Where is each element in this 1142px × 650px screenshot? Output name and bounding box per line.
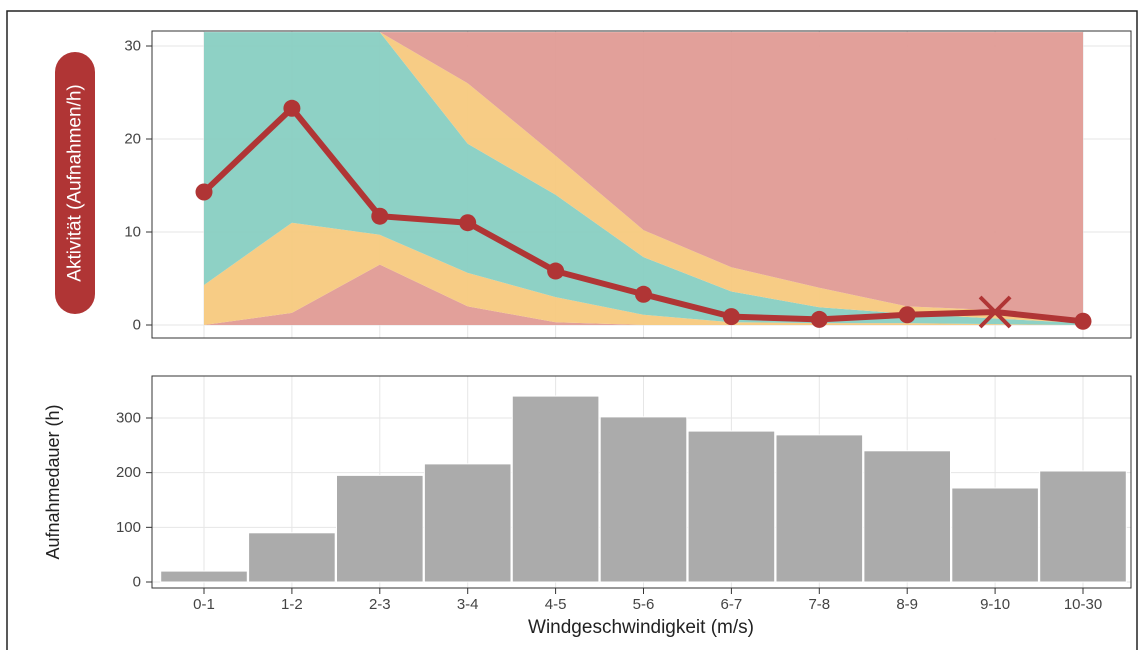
- activity-band-4: [204, 32, 1083, 323]
- duration-y-tick-label: 0: [133, 574, 141, 591]
- duration-x-tick-label: 3-4: [457, 596, 479, 613]
- duration-x-tick-label: 5-6: [633, 596, 655, 613]
- activity-band-1: [204, 222, 1083, 325]
- duration-x-tick-label: 6-7: [721, 596, 743, 613]
- activity-y-label-text: Aktivität (Aufnahmen/h): [65, 84, 86, 281]
- activity-band-0: [204, 264, 1083, 325]
- duration-bar-10-30: [1039, 470, 1127, 583]
- activity-y-tick-label: 20: [124, 131, 141, 148]
- duration-bar-9-10: [951, 487, 1039, 583]
- activity-point-6-7: [722, 308, 740, 326]
- activity-y-ticks: 0 10 20 30: [124, 38, 152, 334]
- duration-bar-7-8: [775, 434, 864, 583]
- activity-point-0-1: [195, 183, 213, 201]
- activity-panel: 0 10 20 30 Aktivität (Aufnahmen/h): [55, 30, 1132, 339]
- duration-y-tick-label: 200: [116, 464, 141, 481]
- duration-bar-2-3: [336, 474, 424, 583]
- duration-bar-1-2: [248, 532, 336, 583]
- duration-y-tick-label: 100: [116, 519, 141, 536]
- duration-x-tick-label: 4-5: [545, 596, 567, 613]
- activity-bands: [204, 32, 1083, 325]
- activity-point-5-6: [635, 285, 652, 303]
- duration-x-tick-label: 1-2: [281, 596, 303, 613]
- activity-point-10-30: [1074, 312, 1092, 330]
- duration-x-tick-label: 2-3: [369, 596, 391, 613]
- activity-point-8-9: [898, 306, 916, 324]
- activity-point-4-5: [547, 262, 565, 280]
- duration-y-label: Aufnahmedauer (h): [43, 404, 63, 559]
- duration-bar-5-6: [599, 416, 688, 583]
- duration-bars: [160, 395, 1127, 583]
- duration-x-ticks: 0-1 1-2 2-3 3-4 4-5 5-6 6-7 7-8 8-9 9-10 10-30: [193, 588, 1102, 613]
- activity-band-2: [204, 32, 1083, 325]
- duration-bar-3-4: [423, 463, 512, 583]
- duration-panel: 0 100 200 300 0-1 1-2 2-3 3-4 4-5 5-6 6-7 7-8 8-9 9-…: [43, 375, 1132, 638]
- duration-bar-6-7: [687, 430, 776, 583]
- duration-bar-0-1: [160, 570, 248, 583]
- duration-x-tick-label: 10-30: [1064, 596, 1102, 613]
- duration-x-label: Windgeschwindigkeit (m/s): [528, 617, 754, 638]
- activity-point-3-4: [459, 214, 477, 232]
- duration-y-ticks: 0 100 200 300: [116, 410, 152, 591]
- activity-panel-border: [151, 30, 1132, 339]
- activity-point-cross-9-10: [978, 295, 1012, 329]
- duration-x-tick-label: 0-1: [193, 596, 215, 613]
- activity-point-2-3: [371, 207, 389, 225]
- duration-bar-4-5: [511, 395, 600, 583]
- activity-y-tick-label: 30: [124, 38, 141, 55]
- activity-y-tick-label: 10: [124, 224, 141, 241]
- duration-x-tick-label: 8-9: [896, 596, 918, 613]
- activity-point-1-2: [283, 99, 301, 117]
- duration-x-tick-label: 9-10: [980, 596, 1010, 613]
- duration-panel-border: [151, 375, 1132, 589]
- activity-markers: [195, 99, 1092, 330]
- activity-y-label-pill: [55, 52, 95, 314]
- activity-y-tick-label: 0: [133, 317, 141, 334]
- duration-x-tick-label: 7-8: [808, 596, 830, 613]
- duration-y-tick-label: 300: [116, 410, 141, 427]
- figure-border: [6, 10, 1138, 650]
- activity-cross-stroke: [978, 295, 1012, 329]
- activity-point-7-8: [810, 310, 828, 328]
- duration-bar-8-9: [863, 450, 952, 583]
- activity-y-label: Aktivität (Aufnahmen/h): [55, 52, 95, 314]
